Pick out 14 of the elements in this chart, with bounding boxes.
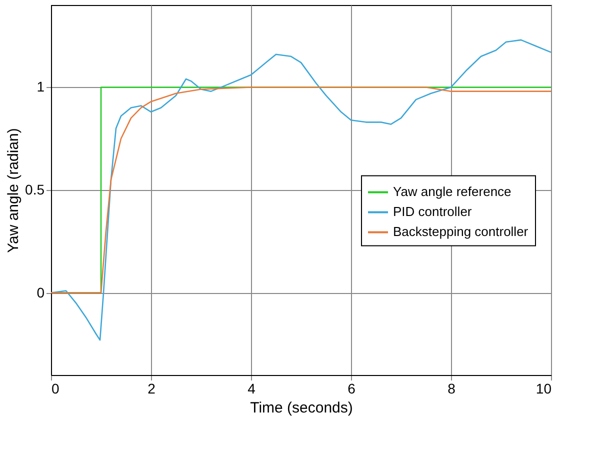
- x-tick-label: 8: [448, 380, 456, 396]
- y-axis-title: Yaw angle (radian): [5, 128, 22, 253]
- x-tick-label: 10: [536, 380, 552, 396]
- x-tick-label: 4: [248, 380, 256, 396]
- legend-label: Yaw angle reference: [393, 184, 512, 200]
- x-axis-title: Time (seconds): [250, 400, 353, 416]
- x-tick-label: 6: [348, 380, 356, 396]
- legend-label: Backstepping controller: [393, 224, 529, 240]
- y-tick-label: 0: [36, 284, 45, 300]
- x-tick-label: 2: [148, 380, 156, 396]
- y-tick-label: 0.5: [25, 182, 45, 198]
- x-tick-label: 0: [52, 380, 60, 396]
- legend-label: PID controller: [393, 204, 472, 220]
- y-tick-label: 1: [36, 78, 45, 95]
